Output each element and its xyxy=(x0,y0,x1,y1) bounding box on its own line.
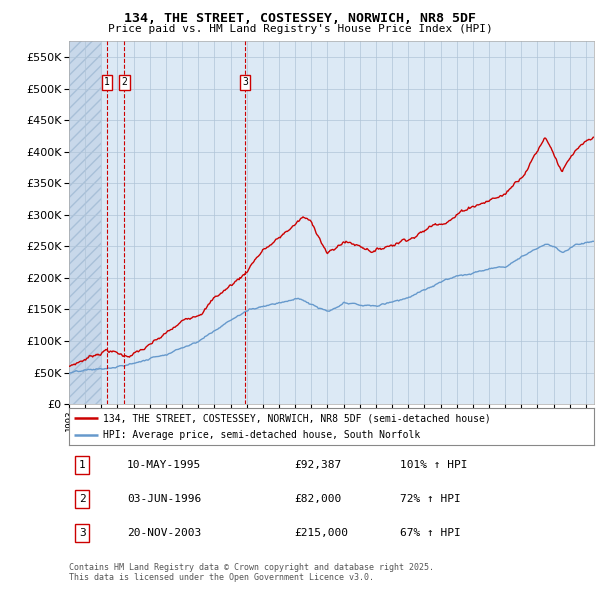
Text: 1: 1 xyxy=(79,460,86,470)
Text: 134, THE STREET, COSTESSEY, NORWICH, NR8 5DF (semi-detached house): 134, THE STREET, COSTESSEY, NORWICH, NR8… xyxy=(103,414,491,423)
Text: Price paid vs. HM Land Registry's House Price Index (HPI): Price paid vs. HM Land Registry's House … xyxy=(107,24,493,34)
Text: 2: 2 xyxy=(79,494,86,504)
Text: Contains HM Land Registry data © Crown copyright and database right 2025.
This d: Contains HM Land Registry data © Crown c… xyxy=(69,563,434,582)
Text: 2: 2 xyxy=(121,77,127,87)
Text: 3: 3 xyxy=(79,529,86,538)
Text: 72% ↑ HPI: 72% ↑ HPI xyxy=(400,494,461,504)
Text: 1: 1 xyxy=(104,77,110,87)
Bar xyxy=(69,41,101,404)
Text: £92,387: £92,387 xyxy=(295,460,342,470)
Text: 67% ↑ HPI: 67% ↑ HPI xyxy=(400,529,461,538)
Text: 10-MAY-1995: 10-MAY-1995 xyxy=(127,460,201,470)
Text: 20-NOV-2003: 20-NOV-2003 xyxy=(127,529,201,538)
Text: £215,000: £215,000 xyxy=(295,529,349,538)
Text: HPI: Average price, semi-detached house, South Norfolk: HPI: Average price, semi-detached house,… xyxy=(103,431,421,440)
Text: 03-JUN-1996: 03-JUN-1996 xyxy=(127,494,201,504)
Text: 134, THE STREET, COSTESSEY, NORWICH, NR8 5DF: 134, THE STREET, COSTESSEY, NORWICH, NR8… xyxy=(124,12,476,25)
Text: 3: 3 xyxy=(242,77,248,87)
Text: £82,000: £82,000 xyxy=(295,494,342,504)
Text: 101% ↑ HPI: 101% ↑ HPI xyxy=(400,460,467,470)
